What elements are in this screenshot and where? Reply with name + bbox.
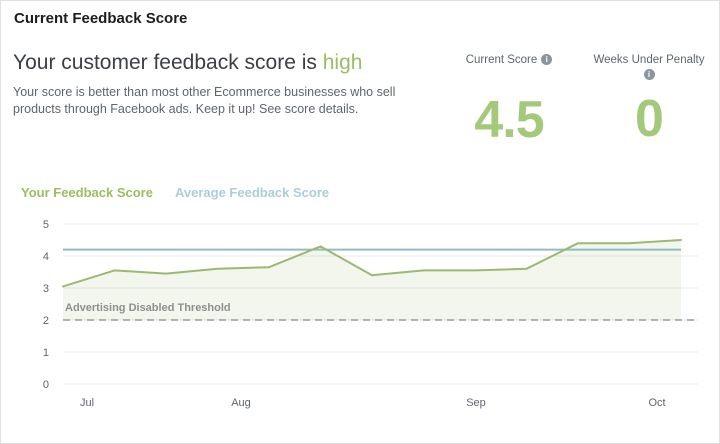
current-score-label: Current Score [465, 54, 538, 66]
weeks-under-penalty-stat: Weeks Under Penalty i 0 [579, 54, 719, 149]
threshold-label: Advertising Disabled Threshold [65, 302, 231, 314]
current-score-label-row: Current Score i [439, 54, 579, 66]
x-tick-label: Sep [466, 397, 486, 409]
weeks-under-penalty-value: 0 [635, 90, 664, 148]
x-tick-label: Aug [231, 397, 251, 409]
y-tick-label: 2 [43, 315, 49, 327]
score-heading-text: Your customer feedback score is [13, 51, 323, 74]
current-score-stat: Current Score i 4.5 [439, 54, 579, 150]
score-details-link[interactable]: See score details. [259, 102, 359, 116]
weeks-under-penalty-label: Weeks Under Penalty [593, 54, 705, 66]
y-tick-label: 3 [43, 283, 49, 295]
legend-tab-your-feedback-score[interactable]: Your Feedback Score [21, 185, 153, 200]
weeks-under-penalty-icon-row: i [579, 69, 719, 81]
info-icon[interactable]: i [643, 69, 655, 81]
score-status-high: high [322, 51, 363, 74]
feedback-score-chart: 0 1 2 3 4 5 Advertising Disabled Threshold Jul A… [1, 206, 719, 443]
current-score-value: 4.5 [474, 91, 544, 149]
weeks-under-penalty-label-row: Weeks Under Penalty i [579, 54, 719, 81]
y-tick-label: 5 [43, 219, 49, 231]
y-tick-label: 0 [43, 379, 49, 391]
chart-legend: Your Feedback Score Average Feedback Sco… [21, 185, 329, 200]
x-tick-label: Oct [648, 397, 665, 409]
x-axis-labels: Jul Aug Sep Oct [80, 397, 666, 409]
score-description: Your score is better than most other Eco… [13, 84, 417, 118]
y-tick-label: 1 [43, 347, 49, 359]
y-axis-labels: 0 1 2 3 4 5 [43, 219, 49, 391]
score-description-text: Your score is better than most other Eco… [13, 85, 396, 116]
x-tick-label: Jul [80, 397, 94, 409]
y-tick-label: 4 [43, 251, 49, 263]
feedback-score-line [62, 239, 682, 288]
feedback-chart-svg: 0 1 2 3 4 5 Advertising Disabled Threshold Jul A… [43, 219, 698, 409]
feedback-score-area [63, 240, 681, 320]
info-icon[interactable]: i [541, 54, 553, 66]
score-heading: Your customer feedback score is high [13, 51, 362, 75]
page-title: Current Feedback Score [14, 10, 188, 27]
legend-tab-average-feedback-score[interactable]: Average Feedback Score [174, 185, 330, 200]
